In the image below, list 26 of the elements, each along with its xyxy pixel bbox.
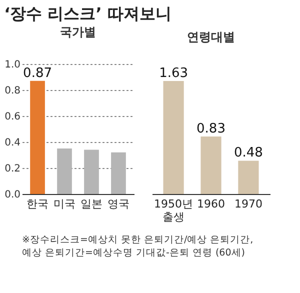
text: ※장수리스크=예상치 못한 은퇴기간/예상 은퇴기간, bbox=[22, 234, 254, 246]
x-tick-label: 일본 bbox=[80, 198, 102, 210]
x-tick-label: 영국 bbox=[107, 198, 130, 210]
y-tick-label: 0.2 bbox=[4, 164, 20, 174]
data-label: 0.87 bbox=[23, 66, 52, 81]
text: 예상 은퇴기간=예상수명 기대값-은퇴 연령 (60세) bbox=[22, 248, 245, 258]
y-tick-label: 0.0 bbox=[4, 190, 20, 200]
x-tick-label: 미국 bbox=[54, 198, 76, 210]
y-tick-label: 1.0 bbox=[4, 60, 20, 70]
chart-title: 연령대별 bbox=[187, 30, 235, 44]
data-label: 1.63 bbox=[159, 66, 188, 81]
data-label: 0.83 bbox=[196, 121, 226, 136]
x-tick-label: 1950년 출생 bbox=[154, 198, 194, 224]
x-tick-label: 1960 bbox=[197, 198, 225, 210]
bar bbox=[84, 150, 99, 194]
text: ‘장수 리스크’ 따져보니 bbox=[4, 4, 172, 23]
chart-title: 국가별 bbox=[60, 25, 96, 39]
y-tick-label: 0.6 bbox=[4, 112, 20, 122]
y-tick-label: 0.4 bbox=[4, 138, 20, 148]
y-tick-label: 0.8 bbox=[4, 86, 20, 96]
x-tick-label: 1970 bbox=[234, 198, 262, 210]
data-label: 0.48 bbox=[234, 146, 263, 161]
bar bbox=[57, 148, 72, 194]
bar bbox=[30, 80, 45, 194]
x-tick-label: 한국 bbox=[26, 198, 49, 210]
bar bbox=[111, 152, 126, 194]
